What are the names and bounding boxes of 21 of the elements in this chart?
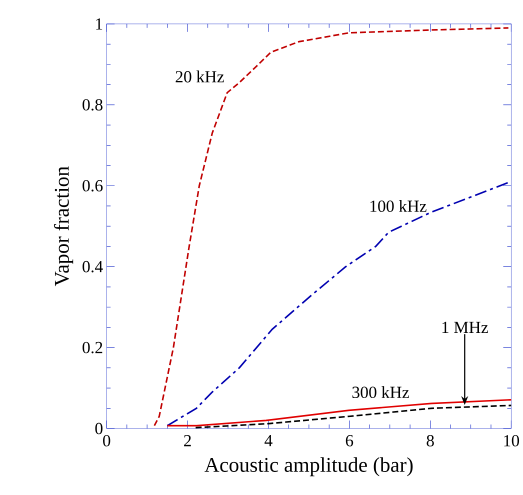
y-tick-label: 0.4	[82, 260, 103, 272]
series-label: 20 kHz	[176, 70, 224, 82]
y-tick-label: 0.8	[82, 98, 102, 110]
x-axis-title: Acoustic amplitude (bar)	[204, 457, 413, 476]
y-tick-label: 0	[95, 422, 102, 434]
x-tick-label: 2	[184, 434, 191, 446]
series-label: 100 kHz	[370, 200, 426, 212]
x-tick-label: 6	[346, 434, 354, 446]
x-tick-label: 8	[426, 434, 434, 446]
line-series	[166, 398, 512, 426]
text: 1 MHz	[442, 322, 488, 333]
y-axis-title: Vapor fraction	[54, 166, 74, 286]
line-series	[154, 27, 510, 426]
y-tick-label: 1	[96, 18, 102, 30]
x-tick-label: 4	[264, 434, 272, 446]
x-tick-label: 10	[504, 434, 520, 446]
line-series	[166, 182, 510, 426]
x-tick-label: 0	[103, 434, 110, 446]
y-tick-label: 0.2	[82, 342, 102, 354]
series-label: 300 kHz	[352, 386, 410, 398]
y-tick-label: 0.6	[82, 180, 103, 192]
